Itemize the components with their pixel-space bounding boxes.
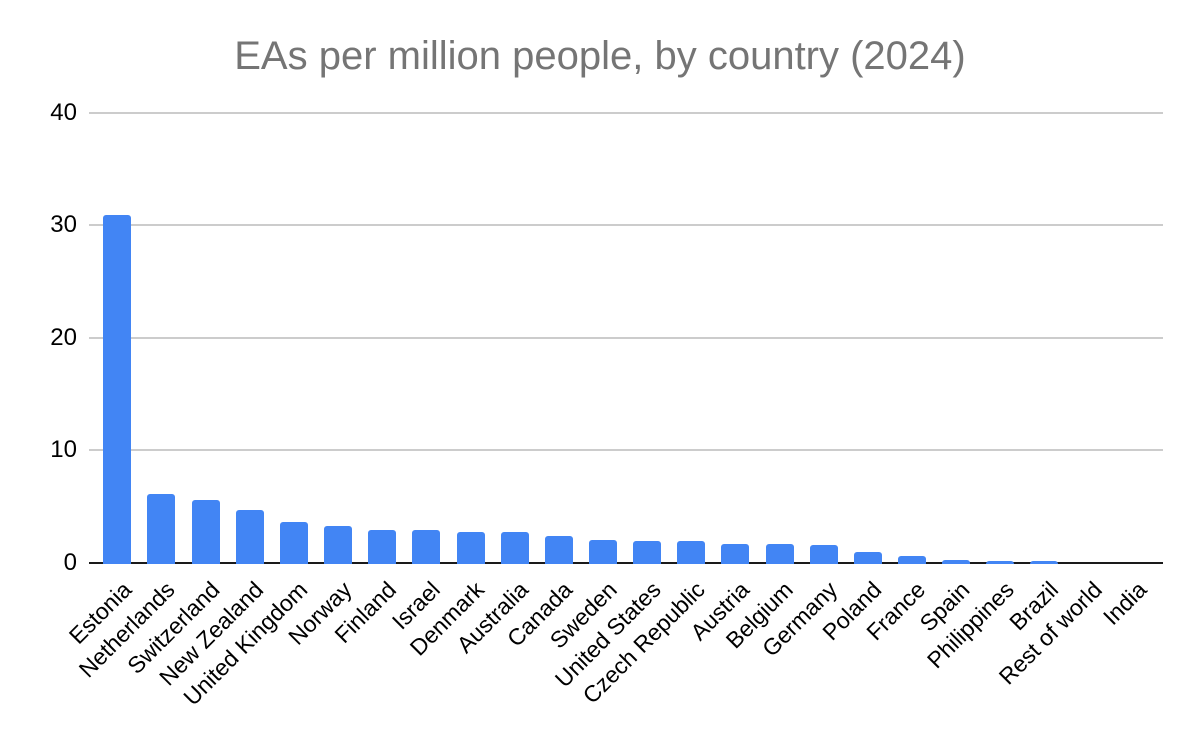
bar-sweden [588, 540, 617, 564]
bar-united-kingdom [279, 521, 308, 564]
x-axis-line [89, 561, 1163, 564]
bar-australia [500, 532, 529, 564]
bar-czech-republic [677, 541, 706, 564]
bar-finland [368, 529, 397, 564]
gridline-40 [89, 111, 1163, 114]
bar-poland [853, 552, 882, 564]
bar-france [898, 555, 926, 564]
bar-spain [942, 560, 971, 564]
y-axis-label-20: 20 [50, 323, 77, 351]
gridline-10 [89, 449, 1163, 452]
bar-switzerland [191, 499, 220, 564]
bar-netherlands [147, 494, 176, 564]
y-axis-label-10: 10 [50, 436, 77, 464]
bar-norway [324, 526, 353, 564]
x-axis-label-india: India [1097, 576, 1152, 630]
bar-belgium [765, 544, 794, 564]
bar-austria [721, 544, 750, 564]
bar-israel [412, 529, 441, 564]
gridline-20 [89, 336, 1163, 339]
bar-new-zealand [235, 509, 264, 564]
bar-canada [544, 536, 573, 564]
bar-brazil [1030, 561, 1059, 564]
y-axis-label-0: 0 [63, 548, 77, 576]
y-axis-label-40: 40 [50, 98, 77, 126]
bar-germany [809, 545, 838, 564]
chart-title: EAs per million people, by country (2024… [234, 34, 966, 78]
bar-denmark [456, 532, 485, 564]
bar-united-states [633, 541, 662, 564]
y-axis-label-30: 30 [50, 211, 77, 239]
bar-estonia [103, 215, 132, 564]
bar-philippines [986, 561, 1015, 564]
gridline-30 [89, 224, 1163, 227]
